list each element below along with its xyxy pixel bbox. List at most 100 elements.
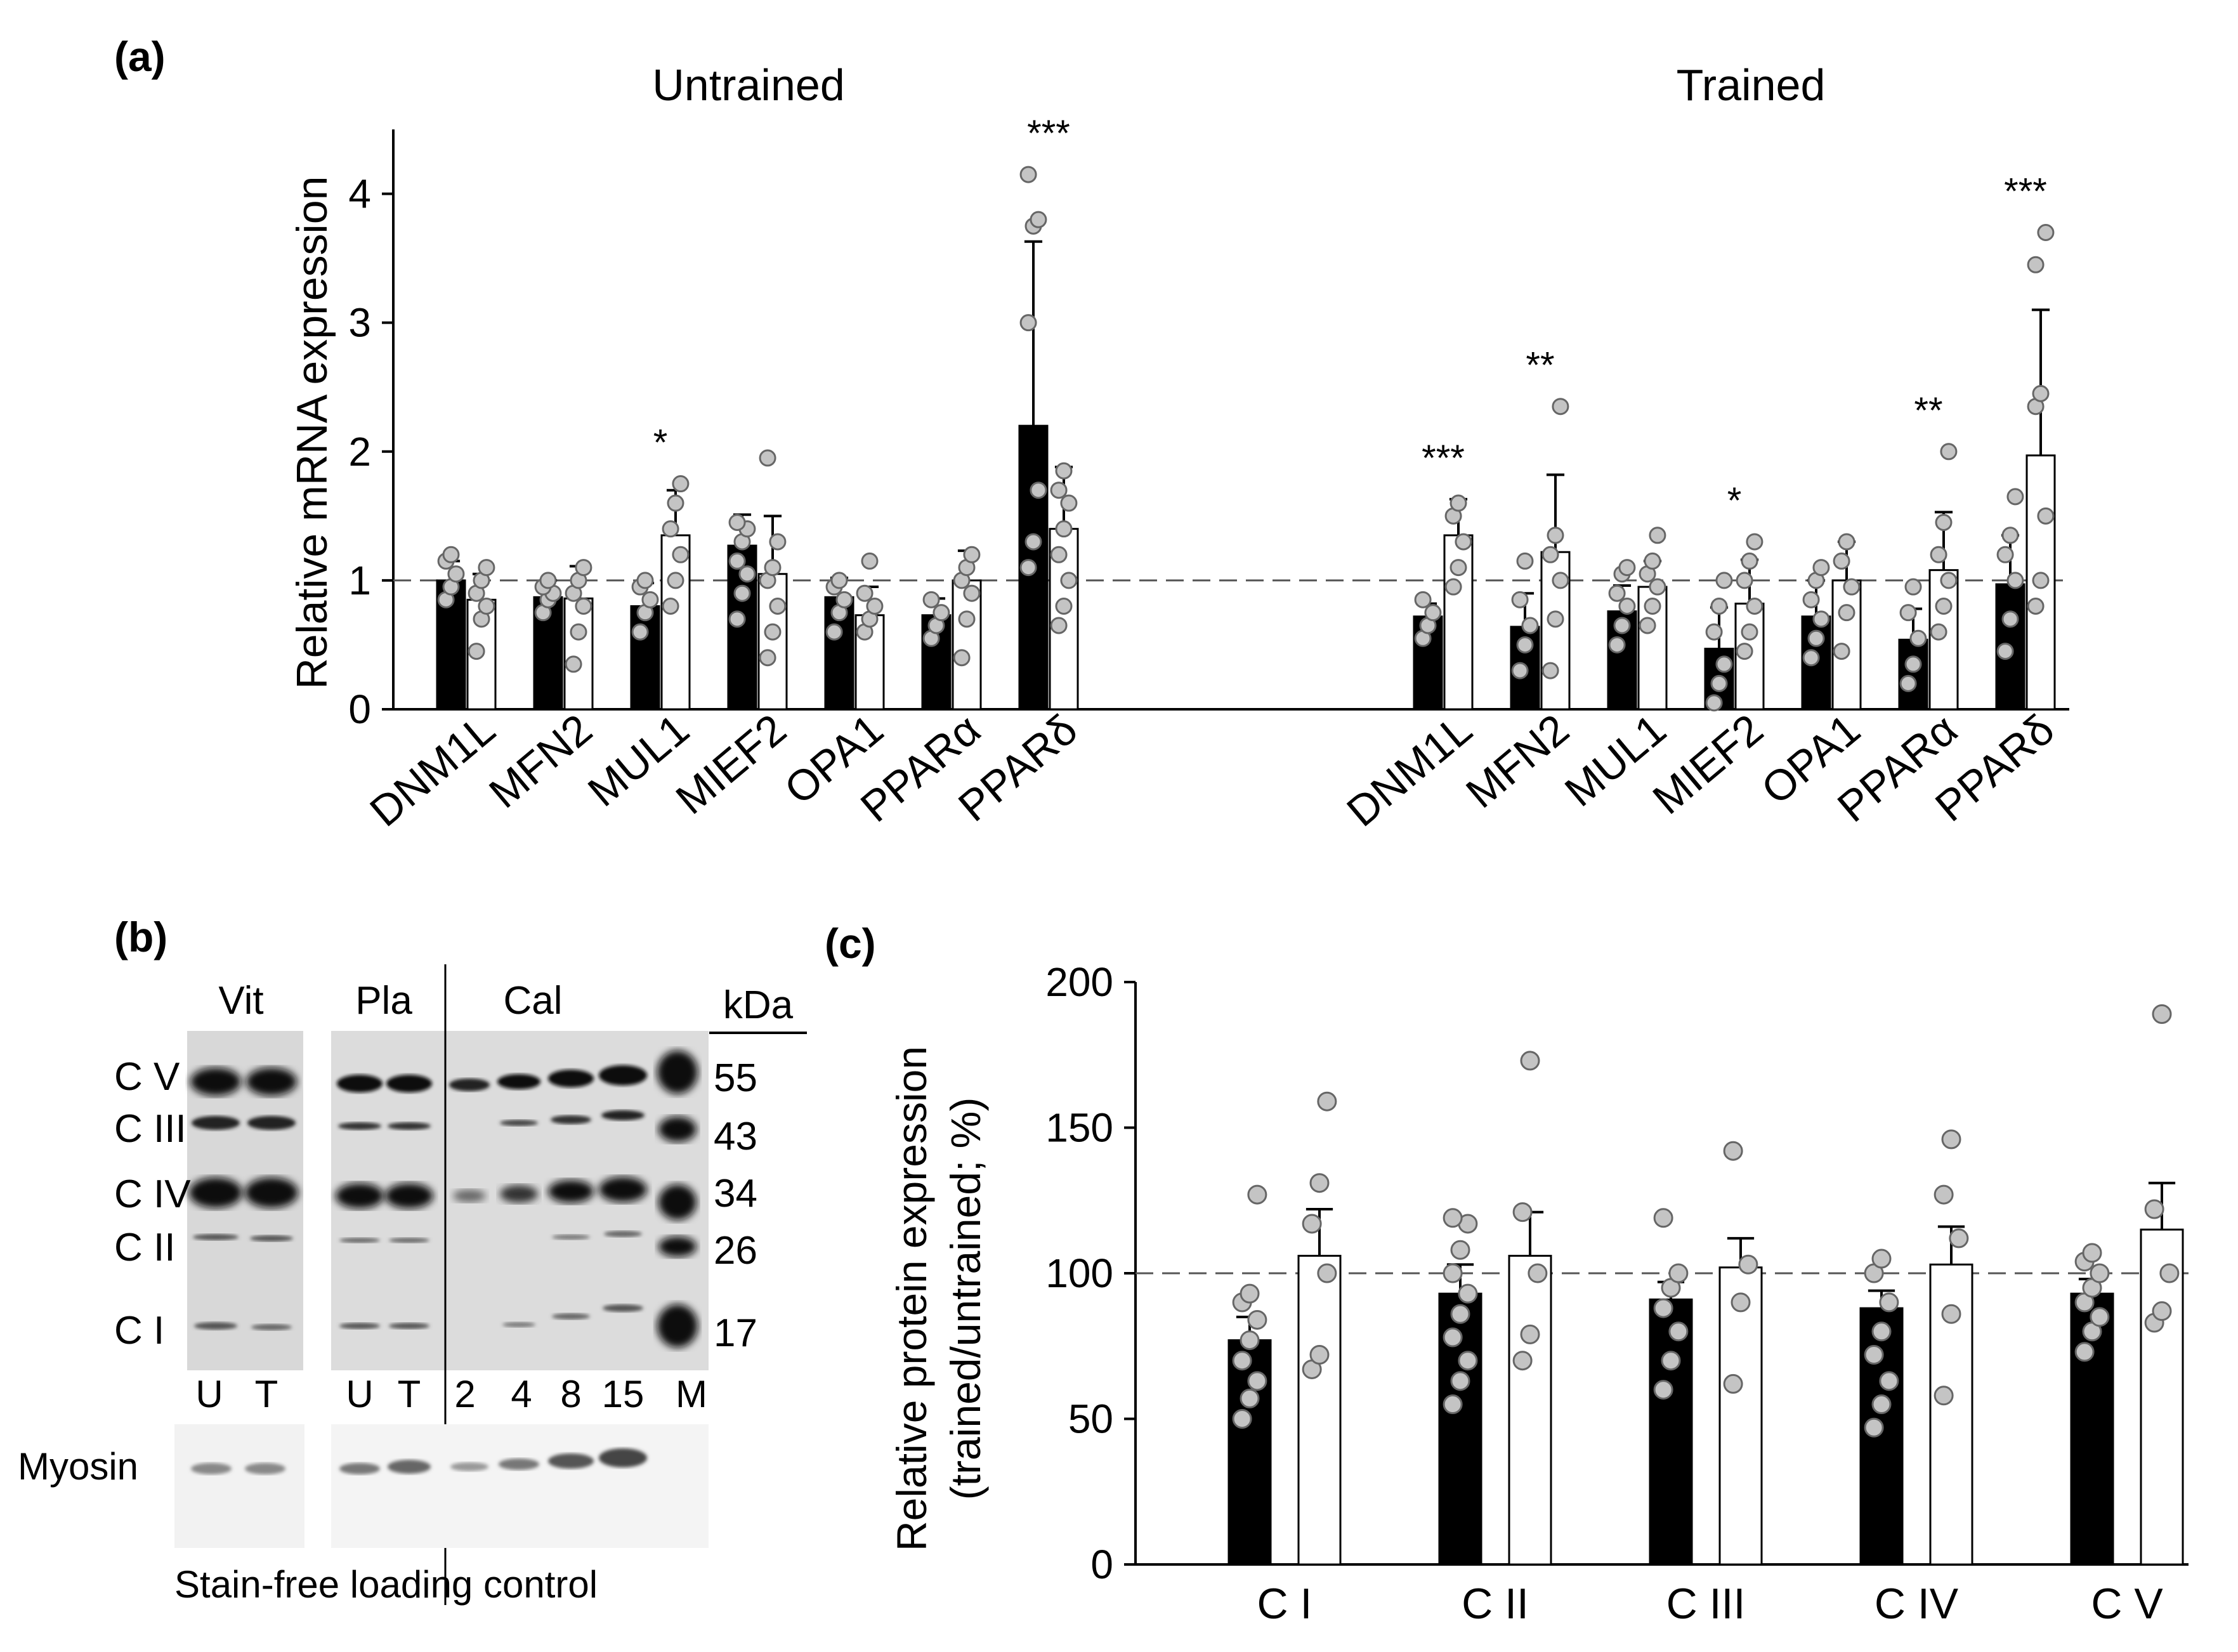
data-point (1449, 494, 1467, 512)
data-point (1520, 1324, 1540, 1344)
data-point (1552, 398, 1569, 416)
data-point (1240, 1388, 1260, 1408)
data-point (1516, 552, 1534, 570)
data-point (1649, 578, 1666, 596)
y-tick-label-c: 200 (1045, 959, 1113, 1005)
data-point (575, 559, 592, 577)
bar (921, 614, 952, 711)
bar (1297, 1254, 1342, 1566)
group-title-untrained: Untrained (652, 60, 845, 110)
data-point (1547, 527, 1564, 544)
data-point (1864, 1417, 1884, 1438)
data-point (1746, 533, 1764, 551)
data-point (825, 623, 843, 641)
band (246, 1068, 297, 1096)
data-point (1705, 694, 1723, 712)
bar (2140, 1228, 2184, 1566)
data-point (1458, 1283, 1478, 1304)
data-point (1302, 1214, 1322, 1234)
loading-strip-vit (174, 1424, 304, 1548)
data-point (764, 559, 782, 577)
bar (952, 579, 982, 711)
band (389, 1323, 429, 1329)
data-point (1899, 674, 1917, 692)
band (500, 1120, 538, 1126)
y-tick-label-c: 50 (1068, 1396, 1113, 1442)
band (497, 1074, 540, 1089)
data-point (1653, 1380, 1673, 1400)
y-tick-label-c: 150 (1045, 1105, 1113, 1151)
data-point (575, 598, 592, 615)
data-point (662, 520, 679, 538)
data-point (1528, 1263, 1548, 1283)
data-point (662, 598, 679, 615)
band (599, 1177, 647, 1202)
complex-label-cv: C V (114, 1055, 180, 1099)
data-point (478, 559, 495, 577)
data-point (1512, 1202, 1533, 1223)
data-point (1668, 1263, 1689, 1283)
data-point (1247, 1309, 1267, 1330)
data-point (468, 643, 485, 660)
y-tick-label-a: 4 (348, 171, 371, 217)
data-point (1317, 1091, 1337, 1111)
data-point (963, 546, 981, 563)
data-point (2037, 507, 2055, 525)
panel-a-chart: Untrained Trained Relative mRNA expressi… (288, 60, 2069, 836)
data-point (1240, 1330, 1260, 1351)
data-point (2027, 598, 2045, 615)
data-point (963, 584, 981, 602)
marks-c: C I C II C III C IV C V (1227, 1004, 2184, 1628)
data-point (1723, 1141, 1743, 1161)
data-point (1731, 1292, 1751, 1313)
bar (824, 596, 854, 711)
band (337, 1075, 383, 1092)
significance-marker: *** (2004, 171, 2047, 212)
kda-marker-26: 26 (714, 1229, 757, 1273)
band (604, 1231, 642, 1237)
data-point (1512, 1351, 1533, 1371)
x-tick-label-c: C IV (1875, 1580, 1959, 1628)
panel-label-a: (a) (114, 33, 166, 80)
lane-label-pla-u: U (346, 1373, 373, 1415)
data-point (1644, 598, 1661, 615)
loading-caption: Stain-free loading control (174, 1563, 598, 1606)
band (192, 1116, 240, 1130)
data-point (2032, 572, 2050, 589)
band (193, 1234, 239, 1240)
data-point (672, 546, 690, 563)
data-point (667, 494, 684, 512)
data-point (1024, 533, 1042, 551)
x-tick-label-c: C I (1257, 1580, 1312, 1628)
band (339, 1238, 380, 1243)
data-point (856, 584, 874, 602)
x-tick-label-a: MIEF2 (1644, 705, 1772, 823)
band (502, 1322, 535, 1327)
data-point (1443, 1394, 1463, 1415)
data-point (835, 591, 853, 608)
x-tick-label-a: DNM1L (361, 705, 504, 836)
myosin-band (339, 1463, 380, 1474)
data-point (1030, 211, 1047, 228)
x-tick-label-a: MIEF2 (667, 705, 795, 823)
panel-label-c: (c) (825, 920, 876, 967)
data-point (1710, 598, 1728, 615)
data-point (769, 598, 787, 615)
data-point (478, 598, 495, 615)
data-point (2001, 527, 2019, 544)
data-point (1050, 546, 1068, 563)
data-point (667, 572, 684, 589)
data-point (442, 546, 460, 563)
y-axis-label-a: Relative mRNA expression (288, 176, 336, 690)
band (194, 1322, 237, 1330)
data-point (447, 565, 465, 583)
lane-label-cal-8: 8 (560, 1373, 581, 1415)
data-point (1608, 584, 1626, 602)
data-point (1232, 1351, 1252, 1371)
lane-label-vit-t: T (255, 1373, 278, 1415)
data-point (1444, 578, 1462, 596)
bar (563, 597, 594, 711)
x-tick-label-a: MFN2 (480, 705, 601, 817)
data-point (830, 572, 848, 589)
complex-label-cii: C II (114, 1226, 175, 1269)
